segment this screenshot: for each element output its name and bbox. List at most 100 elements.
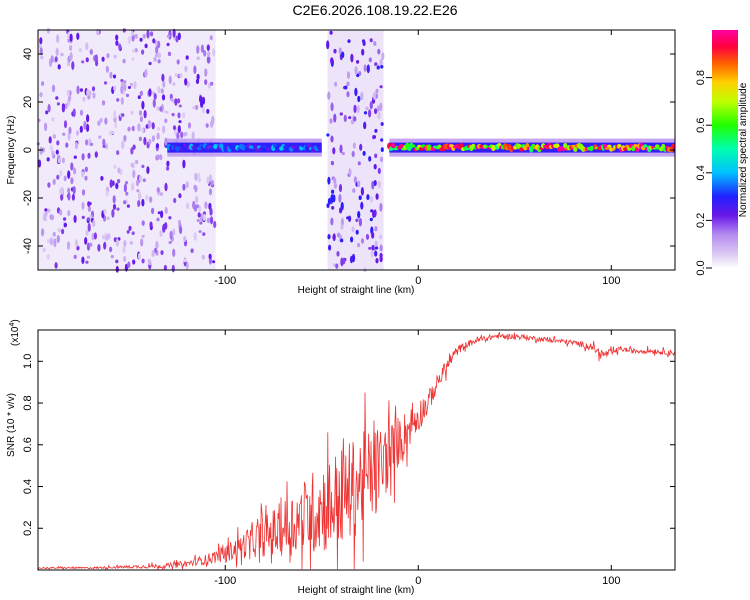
noise-blob [111,208,115,218]
noise-blob [206,108,210,114]
noise-blob [61,105,65,113]
noise-blob [138,252,142,260]
noise-blob [379,234,383,240]
noise-blob [330,135,334,143]
noise-blob [166,42,170,47]
noise-blob [141,198,145,207]
noise-blob [171,264,175,273]
noise-blob [109,130,113,136]
noise-blob [128,225,132,231]
noise-blob [136,189,140,193]
noise-blob [101,100,106,106]
noise-blob [326,133,330,137]
noise-blob [57,157,61,164]
noise-blob [70,162,74,171]
trace-blob [411,144,416,148]
noise-blob [87,223,91,232]
noise-blob [157,126,161,131]
noise-blob [73,155,77,159]
noise-blob [56,174,60,180]
noise-blob [49,144,54,152]
noise-blob [126,230,130,234]
trace-blob [563,142,568,149]
noise-blob [138,192,142,201]
noise-blob [204,79,208,85]
noise-blob [371,244,375,251]
noise-blob [43,218,48,221]
noise-blob [366,64,370,74]
noise-blob [358,195,362,200]
noise-blob [115,238,119,247]
noise-blob [375,88,379,94]
noise-blob [123,183,127,193]
noise-blob [39,37,43,45]
noise-blob [67,187,71,194]
snr-y-tick-label: 0.2 [22,521,34,536]
noise-blob [354,66,358,75]
spectrogram-ticks: -100 0 100 -40 -20 0 20 40 [22,30,675,287]
noise-blob [127,86,132,89]
noise-blob [347,39,351,43]
noise-blob [172,125,177,131]
noise-blob [187,122,192,129]
noise-blob [197,178,201,183]
noise-blob [177,32,181,41]
noise-blob [143,110,147,119]
noise-blob [104,143,109,150]
noise-blob [62,132,66,136]
noise-blob [118,43,122,51]
noise-blob [123,83,127,92]
noise-blob [167,51,172,57]
noise-blob [368,109,372,118]
noise-blob [154,40,158,46]
noise-blob [47,104,51,113]
noise-blob [164,182,168,192]
noise-blob [52,134,57,139]
noise-blob [353,116,357,122]
noise-blob [140,238,144,247]
spectrogram-x-tick-label: 100 [602,275,620,287]
snr-x-tick-label: 100 [602,575,620,587]
noise-blob [76,85,80,95]
noise-blob [41,81,45,86]
noise-blob [165,110,169,114]
noise-blob [105,190,109,197]
snr-panel: -100 0 100 0.2 0.4 0.6 0.8 1.0 Height of straig… [6,319,676,596]
noise-blob [133,81,137,90]
noise-blob [374,108,378,115]
noise-blob [55,96,59,100]
noise-blob [380,122,384,126]
noise-blob [179,226,183,235]
noise-blob [381,52,385,61]
noise-blob [172,228,176,236]
noise-blob [182,159,186,169]
noise-blob [346,81,350,87]
noise-blob [141,164,145,169]
noise-blob [164,137,168,146]
noise-blob [360,91,364,101]
noise-blob [46,27,51,34]
noise-blob [83,120,87,130]
noise-blob [121,113,125,117]
noise-blob [151,250,155,257]
noise-blob [121,140,125,150]
noise-blob [81,256,85,264]
noise-blob [160,210,164,219]
noise-blob [105,65,109,73]
noise-blob [327,198,331,205]
noise-blob [144,68,148,78]
noise-blob [117,167,121,174]
noise-blob [186,81,190,88]
noise-blob [120,81,124,87]
noise-blob [373,209,377,218]
colorbar-label: Normalized spectral amplitude [738,82,749,217]
noise-blob [132,49,136,53]
noise-blob [369,217,373,222]
noise-blob [201,96,206,105]
noise-blob [90,142,94,146]
noise-blob [372,91,377,101]
noise-blob [85,57,89,63]
snr-background [38,330,675,570]
noise-blob [379,156,384,163]
noise-blob [368,246,372,250]
